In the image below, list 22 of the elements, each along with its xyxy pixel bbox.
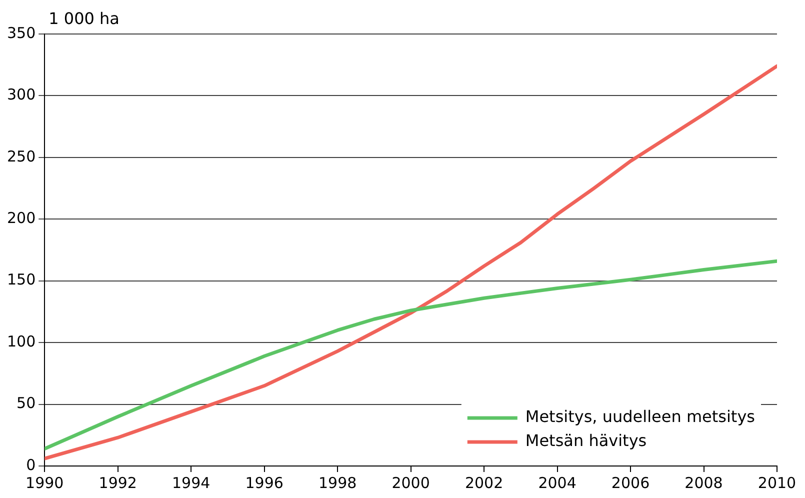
x-tick-label: 1998	[318, 474, 357, 492]
x-tick-label: 2004	[538, 474, 576, 492]
legend-label: Metsän hävitys	[525, 431, 647, 450]
y-tick-label: 100	[6, 332, 36, 350]
y-tick-label: 150	[6, 270, 36, 289]
x-tick-label: 1996	[245, 474, 284, 492]
x-tick-label: 2006	[611, 474, 650, 492]
x-tick-label: 2008	[684, 474, 723, 492]
x-tick-label: 2000	[392, 474, 430, 492]
x-tick-label: 2010	[758, 474, 796, 492]
y-tick-label: 0	[26, 456, 36, 474]
y-tick-label: 50	[16, 394, 36, 412]
x-tick-label: 1994	[172, 474, 210, 492]
x-tick-label: 1990	[26, 474, 64, 492]
x-tick-label: 2002	[464, 474, 504, 492]
y-tick-label: 300	[6, 86, 36, 104]
y-tick-label: 250	[6, 147, 36, 166]
y-tick-label: 200	[6, 209, 36, 228]
x-tick-label: 1992	[98, 474, 137, 492]
y-axis-title: 1 000 ha	[48, 9, 120, 28]
y-tick-label: 350	[6, 24, 36, 42]
legend-label: Metsitys, uudelleen metsitys	[525, 407, 756, 426]
